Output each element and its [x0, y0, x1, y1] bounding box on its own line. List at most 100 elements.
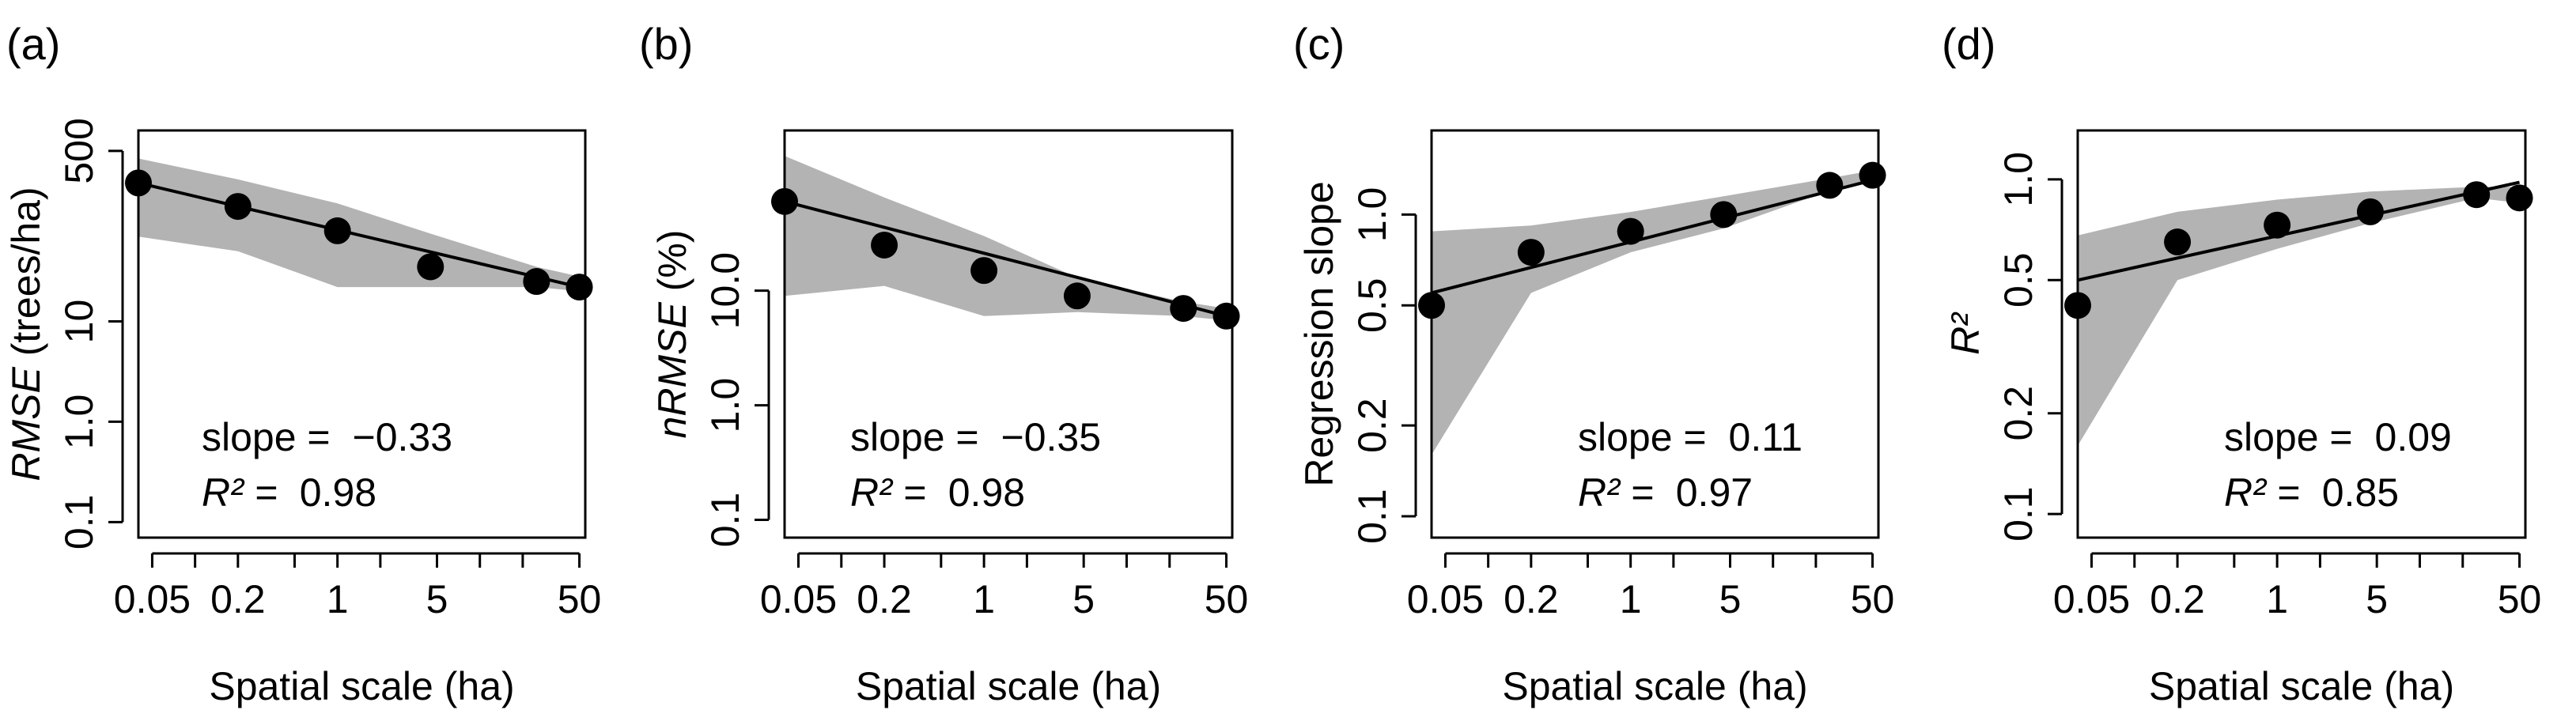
x-tick-label: 0.2 — [1504, 577, 1559, 621]
fit-line — [784, 199, 1227, 318]
y-axis-label-units: (%) — [650, 230, 694, 303]
data-point — [1859, 161, 1886, 189]
data-point — [566, 274, 593, 301]
slope-value: 0.11 — [1729, 415, 1803, 459]
data-point — [1212, 302, 1240, 330]
x-tick-label: 50 — [2498, 577, 2542, 621]
data-point — [523, 268, 550, 296]
fit-line — [1431, 178, 1874, 295]
x-axis-label: Spatial scale (ha) — [2149, 664, 2454, 708]
slope-annotation: slope = 0.11 — [1578, 415, 1802, 459]
panel-c: 0.05 0.2 1 5 50 Spatial scale (ha) 0.1 0.2 0.5 1.… — [1293, 19, 1894, 708]
y-axis-label: R² — [1943, 312, 1988, 355]
y-tick-label: 10 — [57, 300, 101, 344]
y-axis-label: nRMSE (%) — [650, 230, 694, 439]
data-point — [1170, 295, 1197, 323]
panel-b: 0.05 0.2 1 5 50 Spatial scale (ha) 0.1 1.0 10.0n… — [639, 19, 1248, 708]
r2-label: R² = — [850, 470, 937, 515]
x-tick-label: 0.2 — [857, 577, 912, 621]
r2-value: 0.85 — [2322, 470, 2399, 515]
y-tick-label: 0.1 — [1350, 489, 1394, 544]
data-point — [323, 217, 351, 244]
slope-value: −0.35 — [1001, 415, 1102, 459]
x-axis-label: Spatial scale (ha) — [209, 664, 514, 708]
y-tick-label: 1.0 — [1996, 152, 2041, 207]
slope-label: slope = — [850, 415, 990, 459]
x-tick-label: 1 — [327, 577, 349, 621]
r2-label: R² = — [1578, 470, 1665, 515]
y-tick-label: 1.0 — [57, 395, 101, 450]
panel-label: (a) — [6, 19, 60, 69]
x-tick-label: 1 — [2266, 577, 2288, 621]
data-point — [2356, 198, 2384, 225]
plot-frame — [137, 129, 587, 539]
r2-value: 0.97 — [1676, 470, 1753, 515]
x-tick-label: 5 — [426, 577, 448, 621]
slope-label: slope = — [202, 415, 342, 459]
y-tick-label: 10.0 — [703, 252, 747, 329]
slope-annotation: slope = −0.35 — [850, 415, 1101, 459]
y-tick-label: 0.1 — [1996, 486, 2041, 542]
confidence-band — [1432, 170, 1873, 455]
r2-annotation: R² = 0.97 — [1578, 470, 1753, 515]
plot-frame — [783, 129, 1234, 539]
slope-label: slope = — [2224, 415, 2364, 459]
x-tick-label: 1 — [1620, 577, 1642, 621]
data-point — [1816, 172, 1844, 199]
x-tick-label: 0.05 — [2053, 577, 2130, 621]
x-tick-label: 5 — [2366, 577, 2388, 621]
y-tick-label: 0.1 — [703, 493, 747, 548]
data-point — [1710, 201, 1738, 228]
panel-d: 0.05 0.2 1 5 50 Spatial scale (ha) 0.1 0.2 0.5 1.… — [1942, 19, 2541, 708]
x-tick-label: 0.2 — [210, 577, 266, 621]
data-point — [1617, 217, 1644, 245]
r2-annotation: R² = 0.98 — [202, 470, 376, 515]
y-tick-label: 0.5 — [1350, 278, 1394, 334]
data-point — [970, 257, 998, 285]
x-tick-label: 50 — [1851, 577, 1895, 621]
r2-value: 0.98 — [948, 470, 1025, 515]
r2-label: R² = — [202, 470, 289, 515]
x-axis-label: Spatial scale (ha) — [856, 664, 1161, 708]
data-point — [871, 231, 898, 259]
data-point — [417, 253, 444, 281]
slope-annotation: slope = −0.33 — [202, 415, 452, 459]
y-axis-label-italic: nRMSE — [650, 302, 694, 439]
slope-value: −0.33 — [353, 415, 453, 459]
y-tick-label: 0.2 — [1350, 398, 1394, 453]
y-axis-label: Regression slope — [1297, 181, 1341, 486]
confidence-band — [2078, 187, 2520, 446]
y-tick-label: 1.0 — [703, 378, 747, 433]
x-axis-label: Spatial scale (ha) — [1502, 664, 1807, 708]
y-axis-label-units: (trees/ha) — [4, 187, 48, 367]
y-axis-label: RMSE (trees/ha) — [4, 187, 48, 481]
data-point — [224, 193, 252, 221]
data-point — [1063, 282, 1091, 310]
y-tick-label: 500 — [57, 118, 101, 183]
plot-frame — [1430, 129, 1880, 539]
fit-line — [138, 181, 581, 289]
r2-value: 0.98 — [300, 470, 376, 515]
x-tick-label: 1 — [973, 577, 995, 621]
y-tick-label: 0.1 — [57, 495, 101, 550]
x-tick-label: 0.05 — [114, 577, 191, 621]
plot-frame — [2076, 129, 2527, 539]
r2-label: R² = — [2224, 470, 2311, 515]
y-axis-label-italic: R² — [1943, 312, 1988, 355]
r2-annotation: R² = 0.85 — [2224, 470, 2399, 515]
data-point — [1517, 239, 1545, 266]
panel-a: 0.05 0.2 1 5 50 Spatial scale (ha) 0.1 1.0 10 500… — [4, 19, 601, 708]
y-tick-label: 1.0 — [1350, 187, 1394, 243]
r2-annotation: R² = 0.98 — [850, 470, 1025, 515]
y-tick-label: 0.5 — [1996, 253, 2041, 308]
x-tick-label: 5 — [1072, 577, 1095, 621]
x-tick-label: 0.05 — [1407, 577, 1484, 621]
x-tick-label: 50 — [1205, 577, 1249, 621]
data-point — [2506, 184, 2533, 212]
confidence-band — [138, 158, 580, 292]
y-tick-label: 0.2 — [1996, 386, 2041, 441]
x-tick-label: 0.2 — [2150, 577, 2205, 621]
data-point — [2463, 181, 2491, 209]
x-tick-label: 5 — [1719, 577, 1742, 621]
